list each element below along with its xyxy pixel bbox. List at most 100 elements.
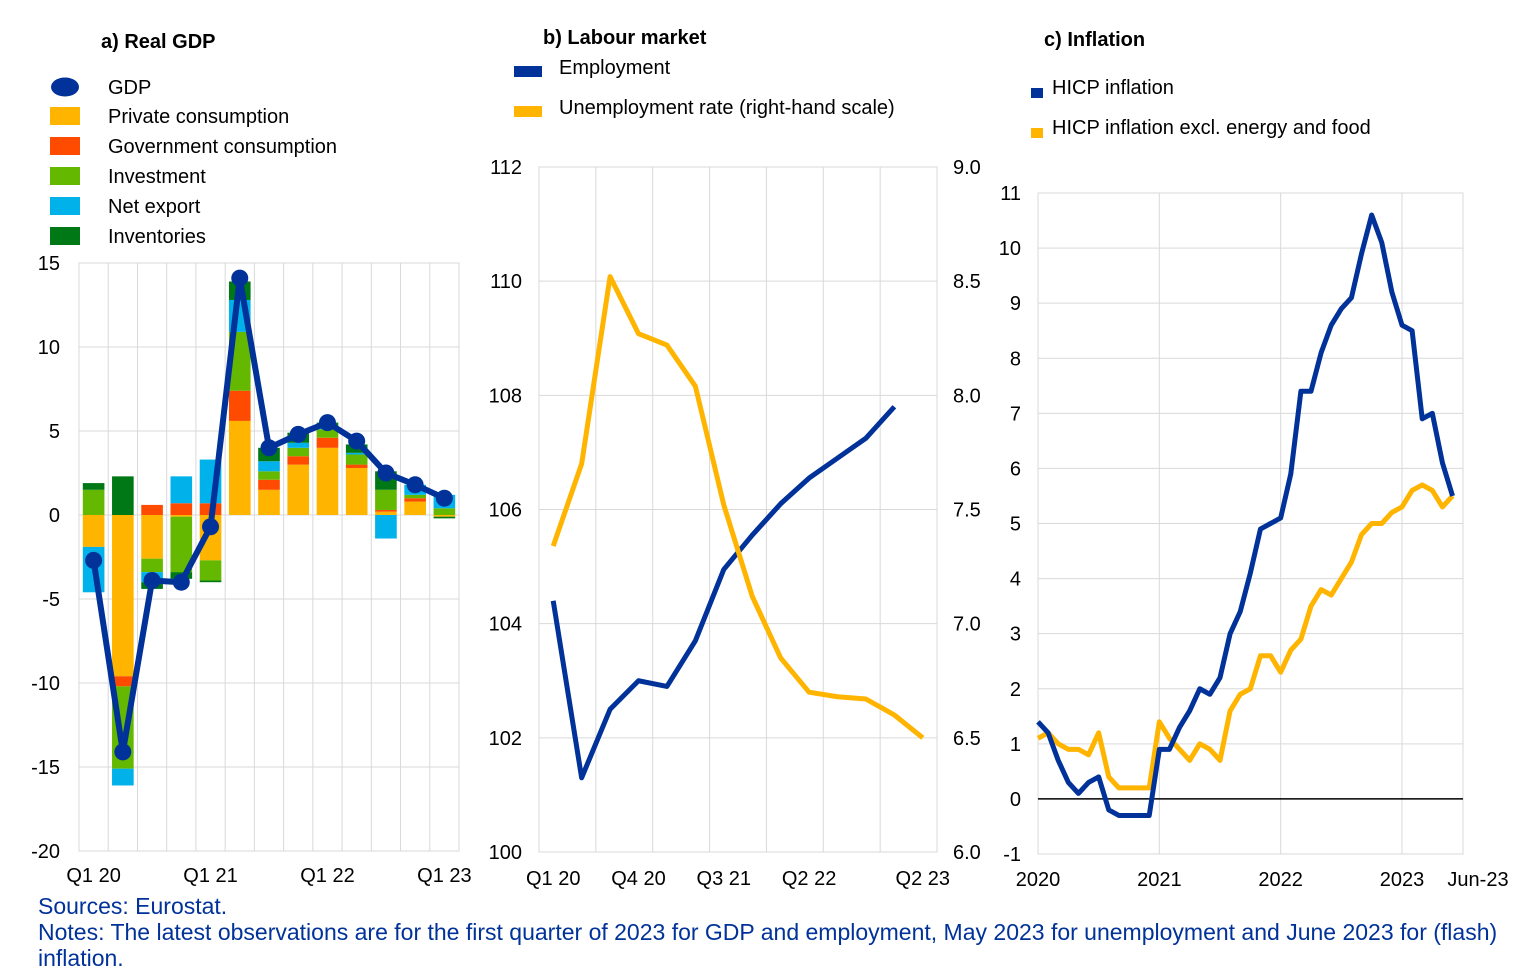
legend-swatch-1 bbox=[514, 106, 542, 117]
panel-c-plot: -1 0 1 2 3 4 5 6 7 8 9 10 11 2020 2021 2022 2023 Jun-23 bbox=[999, 183, 1509, 890]
bar-segment bbox=[345, 467, 368, 515]
series-line-1 bbox=[550, 274, 925, 740]
bar-segment bbox=[112, 768, 134, 786]
bar-segment bbox=[345, 454, 368, 465]
y-right-tick-label: 9.0 bbox=[953, 157, 981, 179]
y-tick-label: 0 bbox=[49, 505, 60, 527]
gdp-point bbox=[348, 432, 366, 450]
bar-segment bbox=[375, 515, 397, 539]
y-tick-label: 10 bbox=[38, 337, 60, 359]
plot-frame bbox=[538, 166, 938, 853]
y-tick-label: 4 bbox=[1010, 569, 1021, 591]
y-right-tick-label: 7.5 bbox=[953, 500, 981, 522]
x-tick-label: Q2 23 bbox=[896, 868, 950, 890]
x-tick-label: 2020 bbox=[1016, 869, 1061, 890]
bar-segment bbox=[199, 560, 222, 581]
panel-labour-market: b) Labour market Employment Unemployment … bbox=[489, 27, 981, 890]
gdp-point bbox=[289, 425, 307, 443]
y-left-tick-label: 110 bbox=[490, 271, 522, 293]
legend-swatch-0 bbox=[50, 107, 80, 125]
legend-swatch-3 bbox=[50, 197, 80, 215]
y-right-tick-label: 6.5 bbox=[953, 728, 981, 750]
bar-segment bbox=[170, 503, 193, 515]
legend-swatch-2 bbox=[50, 167, 80, 185]
bar-segment bbox=[228, 390, 251, 421]
plot-frame bbox=[78, 262, 460, 852]
y-tick-label: 8 bbox=[1010, 348, 1021, 370]
bar-segment bbox=[82, 515, 105, 547]
x-tick-label: Q4 20 bbox=[611, 868, 665, 890]
x-tick-label: Q1 20 bbox=[66, 865, 120, 887]
gdp-point bbox=[260, 439, 278, 457]
plot-frame bbox=[1037, 192, 1464, 855]
y-right-tick-label: 8.0 bbox=[953, 385, 981, 407]
figure-canvas: a) Real GDP GDP Private consumption Govern… bbox=[31, 27, 1509, 890]
x-tick-label: Q1 20 bbox=[526, 868, 580, 890]
legend-label-0: Employment bbox=[559, 57, 671, 79]
y-tick-label: -5 bbox=[42, 589, 60, 611]
series-line-0 bbox=[550, 405, 897, 781]
sources-text: Sources: Eurostat. bbox=[38, 893, 228, 919]
x-tick-label: 2021 bbox=[1137, 869, 1182, 890]
gdp-point bbox=[406, 476, 424, 494]
legend-label-4: Inventories bbox=[108, 226, 206, 248]
bar-segment bbox=[287, 442, 310, 448]
bar-segment bbox=[375, 509, 397, 512]
bar-segment bbox=[433, 515, 456, 517]
y-right-tick-label: 7.0 bbox=[953, 614, 981, 636]
gdp-point bbox=[114, 743, 132, 761]
bar-segment bbox=[287, 464, 310, 515]
footnotes: Sources: Eurostat. Notes: The latest obs… bbox=[38, 893, 1518, 971]
bar-segment bbox=[170, 516, 193, 573]
bar-segment bbox=[287, 456, 310, 465]
gdp-point bbox=[318, 414, 336, 432]
bar-segment bbox=[141, 515, 163, 559]
gdp-point bbox=[143, 572, 161, 590]
bar-segment bbox=[258, 471, 280, 480]
gdp-point bbox=[377, 464, 395, 482]
x-tick-label: Q1 22 bbox=[300, 865, 354, 887]
gdp-point bbox=[202, 518, 220, 536]
legend-label-3: Net export bbox=[108, 196, 201, 218]
bar-segment bbox=[228, 420, 251, 515]
y-left-tick-label: 104 bbox=[489, 614, 522, 636]
panel-b-title: b) Labour market bbox=[543, 27, 707, 49]
panel-b-legend: Employment Unemployment rate (right-hand … bbox=[514, 57, 895, 119]
bar-segment bbox=[258, 489, 280, 515]
bar-segment bbox=[287, 447, 310, 457]
y-right-tick-label: 6.0 bbox=[953, 842, 981, 864]
bar-segment bbox=[258, 461, 280, 472]
y-tick-label: 7 bbox=[1010, 403, 1021, 425]
bar-segment bbox=[170, 476, 193, 504]
legend-label-1: Unemployment rate (right-hand scale) bbox=[559, 97, 895, 119]
gdp-point bbox=[231, 269, 249, 287]
y-tick-label: 1 bbox=[1010, 734, 1021, 756]
bar-segment bbox=[345, 452, 368, 455]
bar-segment bbox=[112, 515, 134, 677]
y-tick-label: -1 bbox=[1003, 844, 1021, 866]
bar-segment bbox=[404, 498, 426, 502]
panel-a-legend: GDP Private consumption Government consump… bbox=[50, 77, 337, 248]
y-left-tick-label: 102 bbox=[489, 728, 522, 750]
gdp-point bbox=[85, 551, 103, 569]
y-tick-label: 3 bbox=[1010, 624, 1021, 646]
bar-segment bbox=[316, 429, 339, 438]
y-left-tick-label: 112 bbox=[490, 157, 522, 179]
panel-b-plot: 100 102 104 106 108 110 112 6.0 6.5 7.0 7.5 8.0 8.5 9… bbox=[489, 157, 981, 890]
legend-label-gdp: GDP bbox=[108, 77, 151, 99]
bar-segment bbox=[141, 504, 163, 515]
x-tick-label: Q3 21 bbox=[697, 868, 751, 890]
series-line-0 bbox=[1036, 212, 1455, 818]
panel-c-legend: HICP inflation HICP inflation excl. energ… bbox=[1031, 77, 1371, 139]
x-tick-label: Q1 23 bbox=[417, 865, 471, 887]
legend-label-0: HICP inflation bbox=[1052, 77, 1174, 99]
y-tick-label: 11 bbox=[1000, 183, 1021, 205]
panel-a-plot: 15 10 5 0 -5 -10 -15 -20 Q1 20 Q1 21 Q1 22 Q1 23 bbox=[31, 253, 472, 887]
gdp-point bbox=[172, 573, 190, 591]
bar-segment bbox=[433, 516, 456, 519]
y-left-tick-label: 108 bbox=[489, 385, 522, 407]
y-tick-label: -15 bbox=[31, 757, 60, 779]
panel-c-title: c) Inflation bbox=[1044, 29, 1145, 51]
y-tick-label: 5 bbox=[49, 421, 60, 443]
